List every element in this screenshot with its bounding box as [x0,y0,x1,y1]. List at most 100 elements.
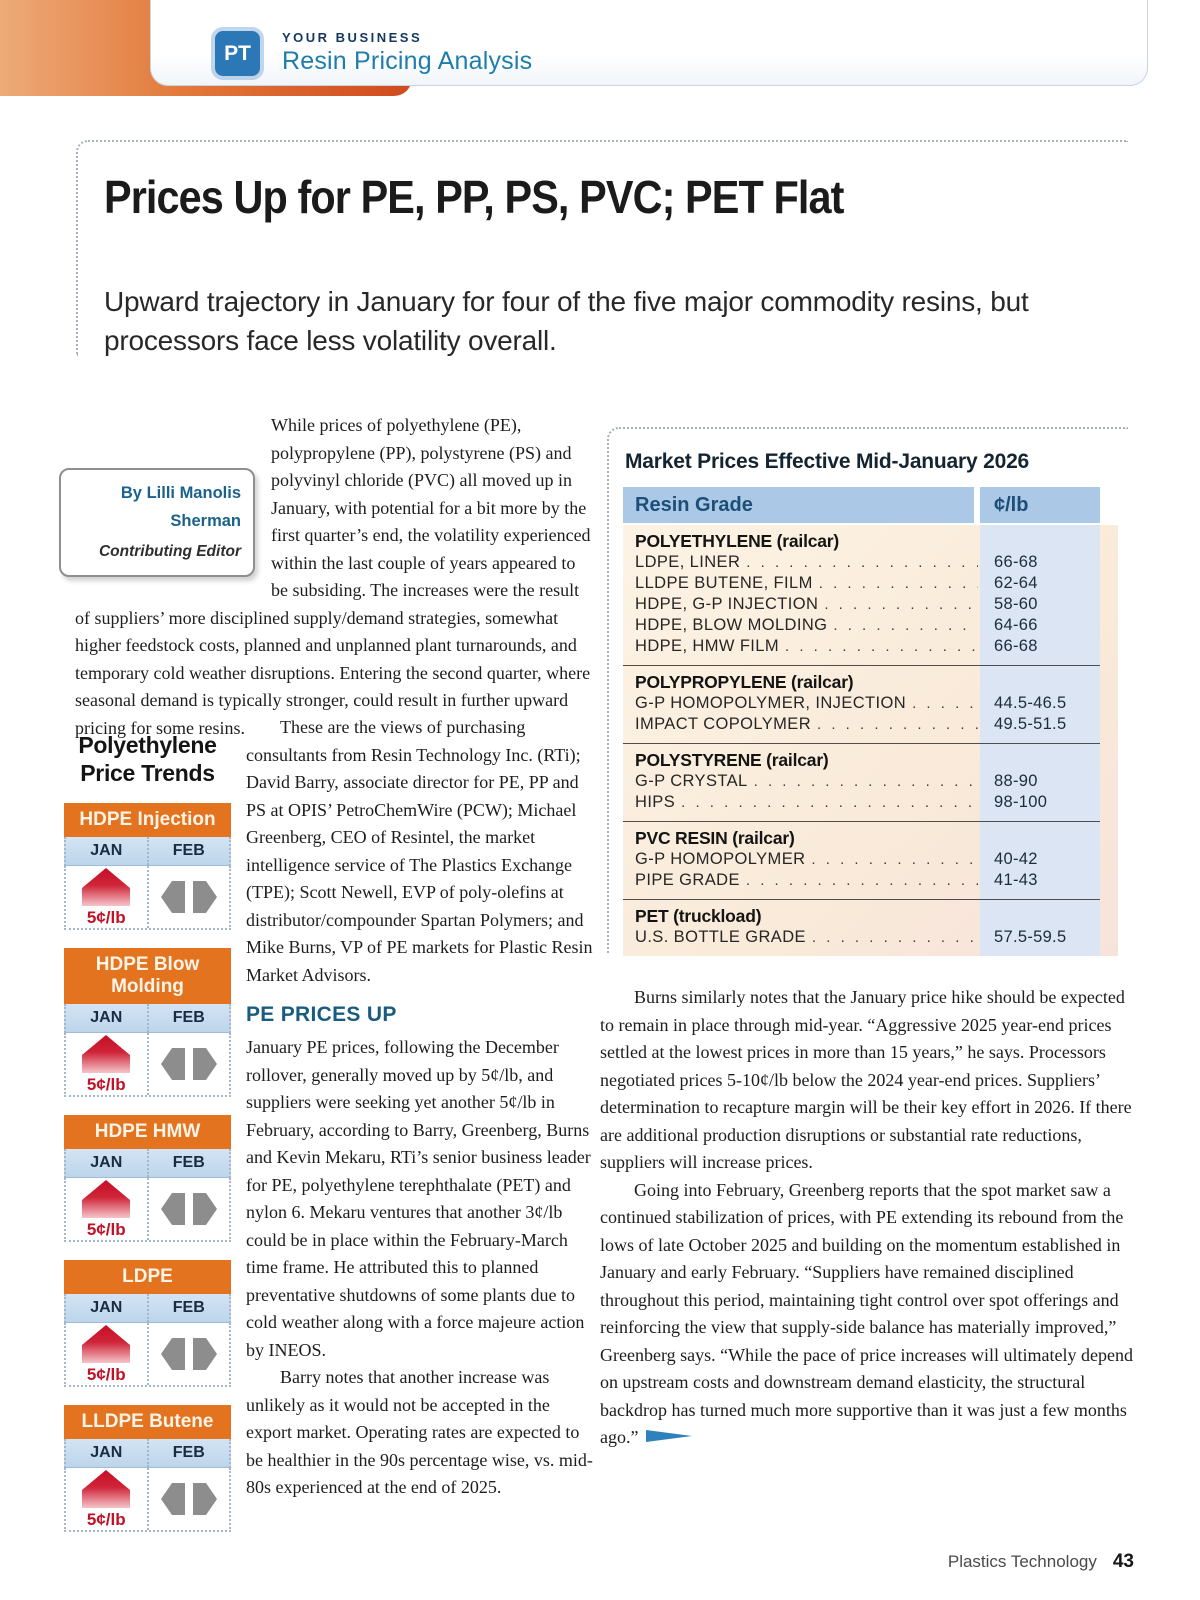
trend-box: LDPE JAN FEB 5¢/lb [64,1260,231,1387]
price-table-section-header: POLYSTYRENE (railcar) [635,750,829,770]
kicker: YOUR BUSINESS [282,30,423,45]
section-title: Resin Pricing Analysis [282,47,533,75]
price-change-label: 5¢/lb [86,1219,126,1239]
paragraph-text: Going into February, Greenberg reports t… [600,1179,1133,1448]
trend-cell-feb [149,1033,230,1095]
price-table-header-resin: Resin Grade [623,487,974,523]
trend-box-header: LDPE [64,1260,231,1294]
section-heading-pe-prices-up: PE PRICES UP [246,1003,397,1026]
row-name: LDPE, LINER [635,553,741,571]
price-table-row: HDPE, HMW FILM . . . . . . . . . . . . . … [623,636,1100,657]
price-table-row: U.S. BOTTLE GRADE . . . . . . . . . . . .… [623,927,1100,948]
month-label-feb: FEB [172,1444,205,1461]
trend-box-months: JAN FEB [64,837,231,866]
row-dot-leader: . . . . . . . . . . . . . . . . . . . . … [681,794,978,811]
price-table-row: HDPE, G-P INJECTION . . . . . . . . . . .… [623,594,1100,615]
row-value: 64-66 [994,616,1038,634]
flat-arrows-icon [160,1483,217,1515]
trend-box-months: JAN FEB [64,1149,231,1178]
price-table: Market Prices Effective Mid-January 2026… [607,427,1128,956]
price-table-row: G-P HOMOPOLYMER, INJECTION . . . . . . . … [623,693,1100,714]
month-label-jan: JAN [66,837,149,865]
title-frame [76,140,1128,356]
price-table-row: PIPE GRADE . . . . . . . . . . . . . . . … [623,870,1100,891]
trend-box: HDPE Injection JAN FEB 5¢/lb [64,803,231,930]
month-label-feb: FEB [172,842,205,859]
row-value: 41-43 [994,871,1038,889]
trend-cell-jan: 5¢/lb [66,866,149,928]
byline-name: By Lilli Manolis Sherman [120,484,241,530]
row-name: G-P HOMOPOLYMER, INJECTION [635,694,907,712]
month-label-jan: JAN [66,1004,149,1032]
price-table-section: PET (truckload) U.S. BOTTLE GRADE . . . . … [623,900,1100,956]
row-name: G-P HOMOPOLYMER [635,850,806,868]
trend-cell-feb [149,1323,230,1385]
trend-box-body: 5¢/lb [64,1323,231,1387]
price-table-header-unit: ¢/lb [980,487,1100,523]
row-name: IMPACT COPOLYMER [635,715,812,733]
row-name: HDPE, G-P INJECTION [635,595,819,613]
row-value: 88-90 [994,772,1038,790]
up-arrow-icon [82,1034,131,1073]
article-subtitle: Upward trajectory in January for four of… [104,286,1029,356]
row-value: 58-60 [994,595,1038,613]
row-name: U.S. BOTTLE GRADE [635,928,806,946]
article-title: Prices Up for PE, PP, PS, PVC; PET Flat [104,171,844,223]
row-dot-leader: . . . . . . . . . . . . . . . . . . . . … [785,638,978,655]
trend-cell-jan: 5¢/lb [66,1323,149,1385]
page-footer: Plastics Technology 43 [948,1551,1134,1573]
up-arrow-icon [82,867,131,906]
row-dot-leader: . . . . . . . . . . . . . . . . . . . . … [811,929,978,946]
row-name: HDPE, HMW FILM [635,637,780,655]
trends-column: Polyethylene Price Trends HDPE Injection… [64,731,231,1550]
price-table-body: POLYETHYLENE (railcar) LDPE, LINER . . . .… [623,525,1118,956]
row-value: 44.5-46.5 [994,694,1067,712]
row-value: 98-100 [994,793,1048,811]
row-name: PIPE GRADE [635,871,740,889]
intro-paragraph: While prices of polyethylene (PE), polyp… [75,415,591,738]
price-table-section: POLYPROPYLENE (railcar) G-P HOMOPOLYMER, … [623,666,1100,744]
row-value: 66-68 [994,553,1038,571]
right-column: Burns similarly notes that the January p… [600,984,1136,1452]
middle-column: These are the views of purchasing consul… [246,714,596,1502]
price-table-row: LDPE, LINER . . . . . . . . . . . . . . .… [623,552,1100,573]
trend-cell-jan: 5¢/lb [66,1178,149,1240]
month-label-feb: FEB [172,1009,205,1026]
price-change-label: 5¢/lb [86,1074,126,1094]
end-flag-icon [646,1430,693,1442]
flat-arrows-icon [160,1338,217,1370]
row-value: 49.5-51.5 [994,715,1067,733]
price-table-row: LLDPE BUTENE, FILM . . . . . . . . . . . … [623,573,1100,594]
row-dot-leader: . . . . . . . . . . . . . . . . . . . . … [824,596,978,613]
paragraph: Going into February, Greenberg reports t… [600,1177,1136,1452]
pt-logo: PT [215,31,260,76]
row-name: HIPS [635,793,676,811]
price-table-title: Market Prices Effective Mid-January 2026 [625,450,1030,473]
row-value: 66-68 [994,637,1038,655]
price-table-row: IMPACT COPOLYMER . . . . . . . . . . . . … [623,714,1100,735]
month-label-feb: FEB [172,1154,205,1171]
trend-box-header: HDPE Blow Molding [64,948,231,1004]
trend-cell-jan: 5¢/lb [66,1033,149,1095]
header-text-block: YOUR BUSINESS Resin Pricing Analysis [282,30,532,76]
trend-box-months: JAN FEB [64,1294,231,1323]
price-table-row: HDPE, BLOW MOLDING . . . . . . . . . . . … [623,615,1100,636]
paragraph: Barry notes that another increase was un… [246,1367,593,1497]
row-name: G-P CRYSTAL [635,772,748,790]
paragraph: January PE prices, following the Decembe… [246,1037,591,1360]
month-label-jan: JAN [66,1294,149,1322]
row-dot-leader: . . . . . . . . . . . . . . . . . . . . … [817,716,978,733]
trend-box-header: HDPE Injection [64,803,231,837]
price-table-section-header: POLYETHYLENE (railcar) [635,531,840,551]
trend-box: HDPE HMW JAN FEB 5¢/lb [64,1115,231,1242]
trend-box-months: JAN FEB [64,1439,231,1468]
intro-paragraph-block: By Lilli Manolis Sherman Contributing Ed… [59,412,596,742]
up-arrow-icon [82,1469,131,1508]
price-change-label: 5¢/lb [86,1364,126,1384]
trend-boxes: HDPE Injection JAN FEB 5¢/lb HDPE Blow Mol… [64,803,231,1532]
header-card: PT YOUR BUSINESS Resin Pricing Analysis [150,0,1148,86]
byline-box: By Lilli Manolis Sherman Contributing Ed… [59,468,255,577]
trend-box-header: LLDPE Butene [64,1405,231,1439]
price-table-row: G-P CRYSTAL . . . . . . . . . . . . . . .… [623,771,1100,792]
